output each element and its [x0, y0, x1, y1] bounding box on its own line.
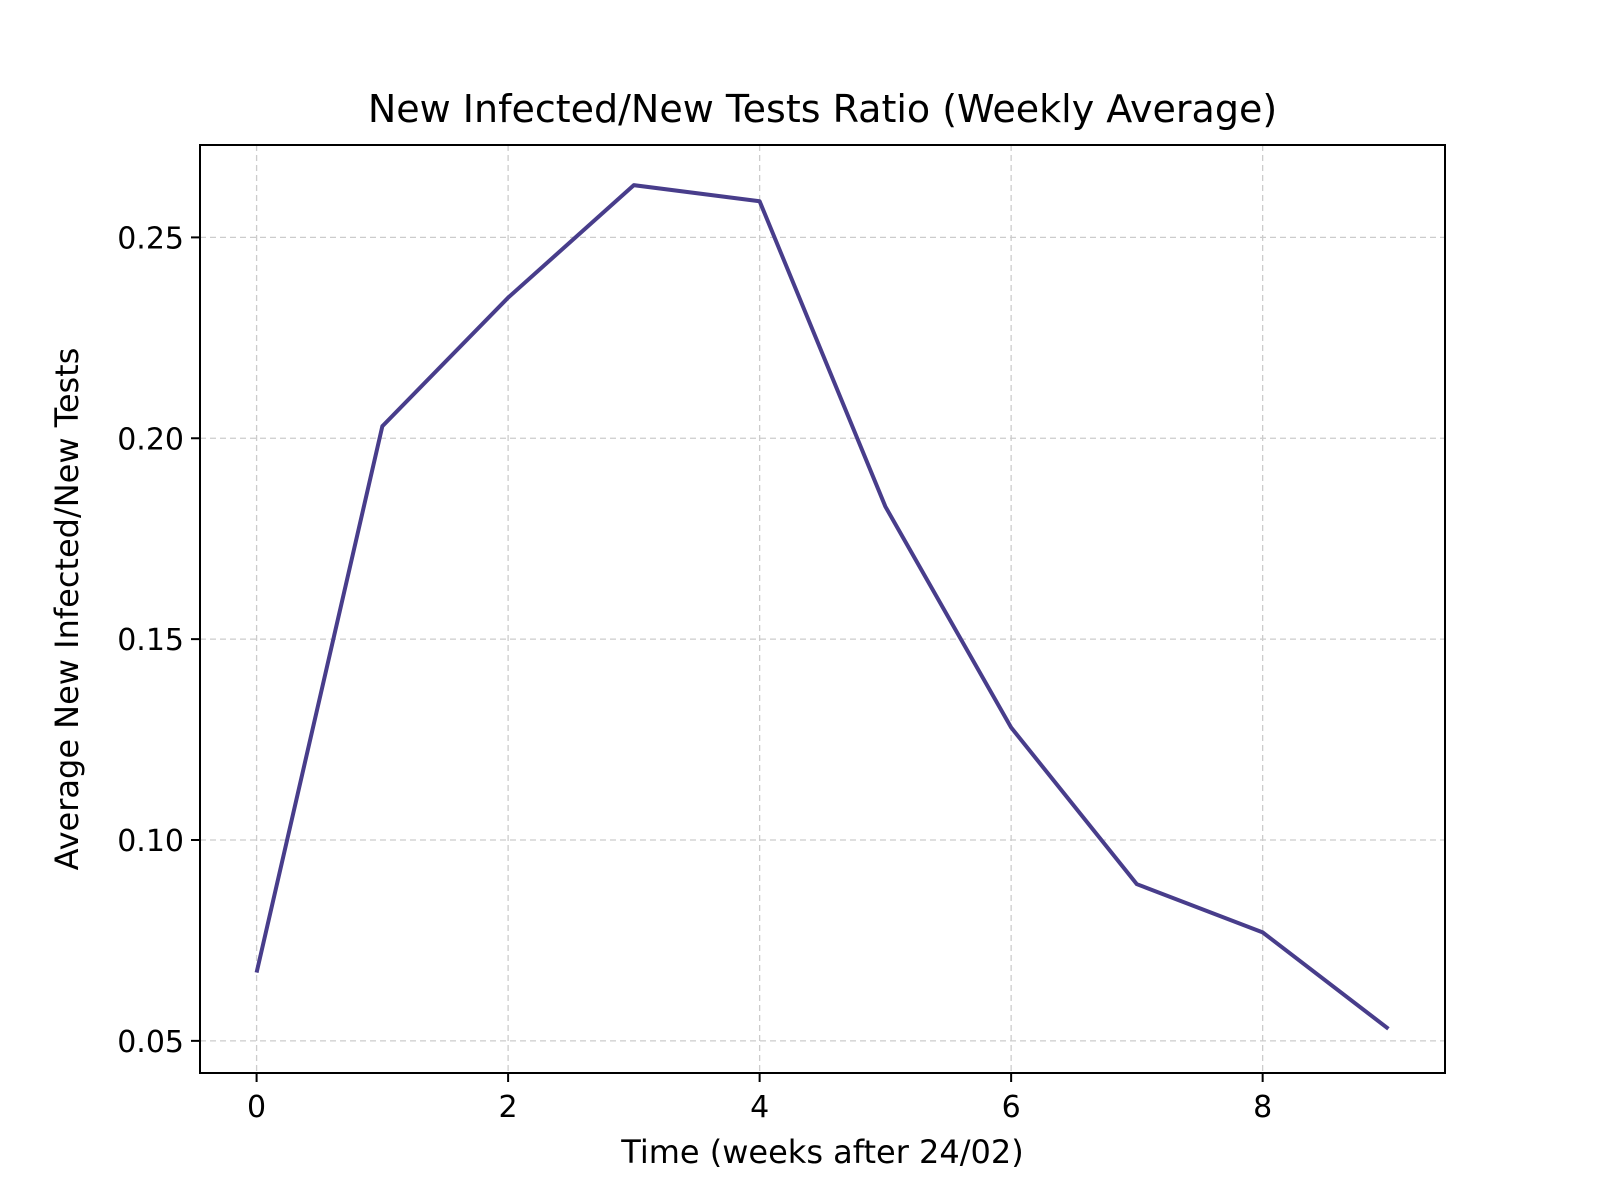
series-line: [254, 183, 1390, 1031]
ticks: 0 2 4 6 8 0.05 0.10 0.15 0.20 0.25: [117, 221, 1272, 1125]
x-tick-label: 2: [499, 1090, 518, 1125]
x-tick-label: 6: [1002, 1090, 1021, 1125]
y-tick-label: 0.15: [117, 623, 184, 658]
y-tick-label: 0.10: [117, 824, 184, 859]
series-layer: [254, 183, 1390, 1031]
plot-frame: [199, 144, 1446, 1074]
x-tick-label: 4: [750, 1090, 769, 1125]
y-axis-label: Average New Infected/New Tests: [48, 348, 86, 871]
x-axis-label: Time (weeks after 24/02): [620, 1133, 1023, 1171]
y-tick-label: 0.05: [117, 1025, 184, 1060]
x-tick-label: 8: [1253, 1090, 1272, 1125]
y-tick-label: 0.25: [117, 221, 184, 256]
y-tick-label: 0.20: [117, 422, 184, 457]
chart-title: New Infected/New Tests Ratio (Weekly Ave…: [368, 87, 1277, 131]
x-tick-label: 0: [247, 1090, 266, 1125]
